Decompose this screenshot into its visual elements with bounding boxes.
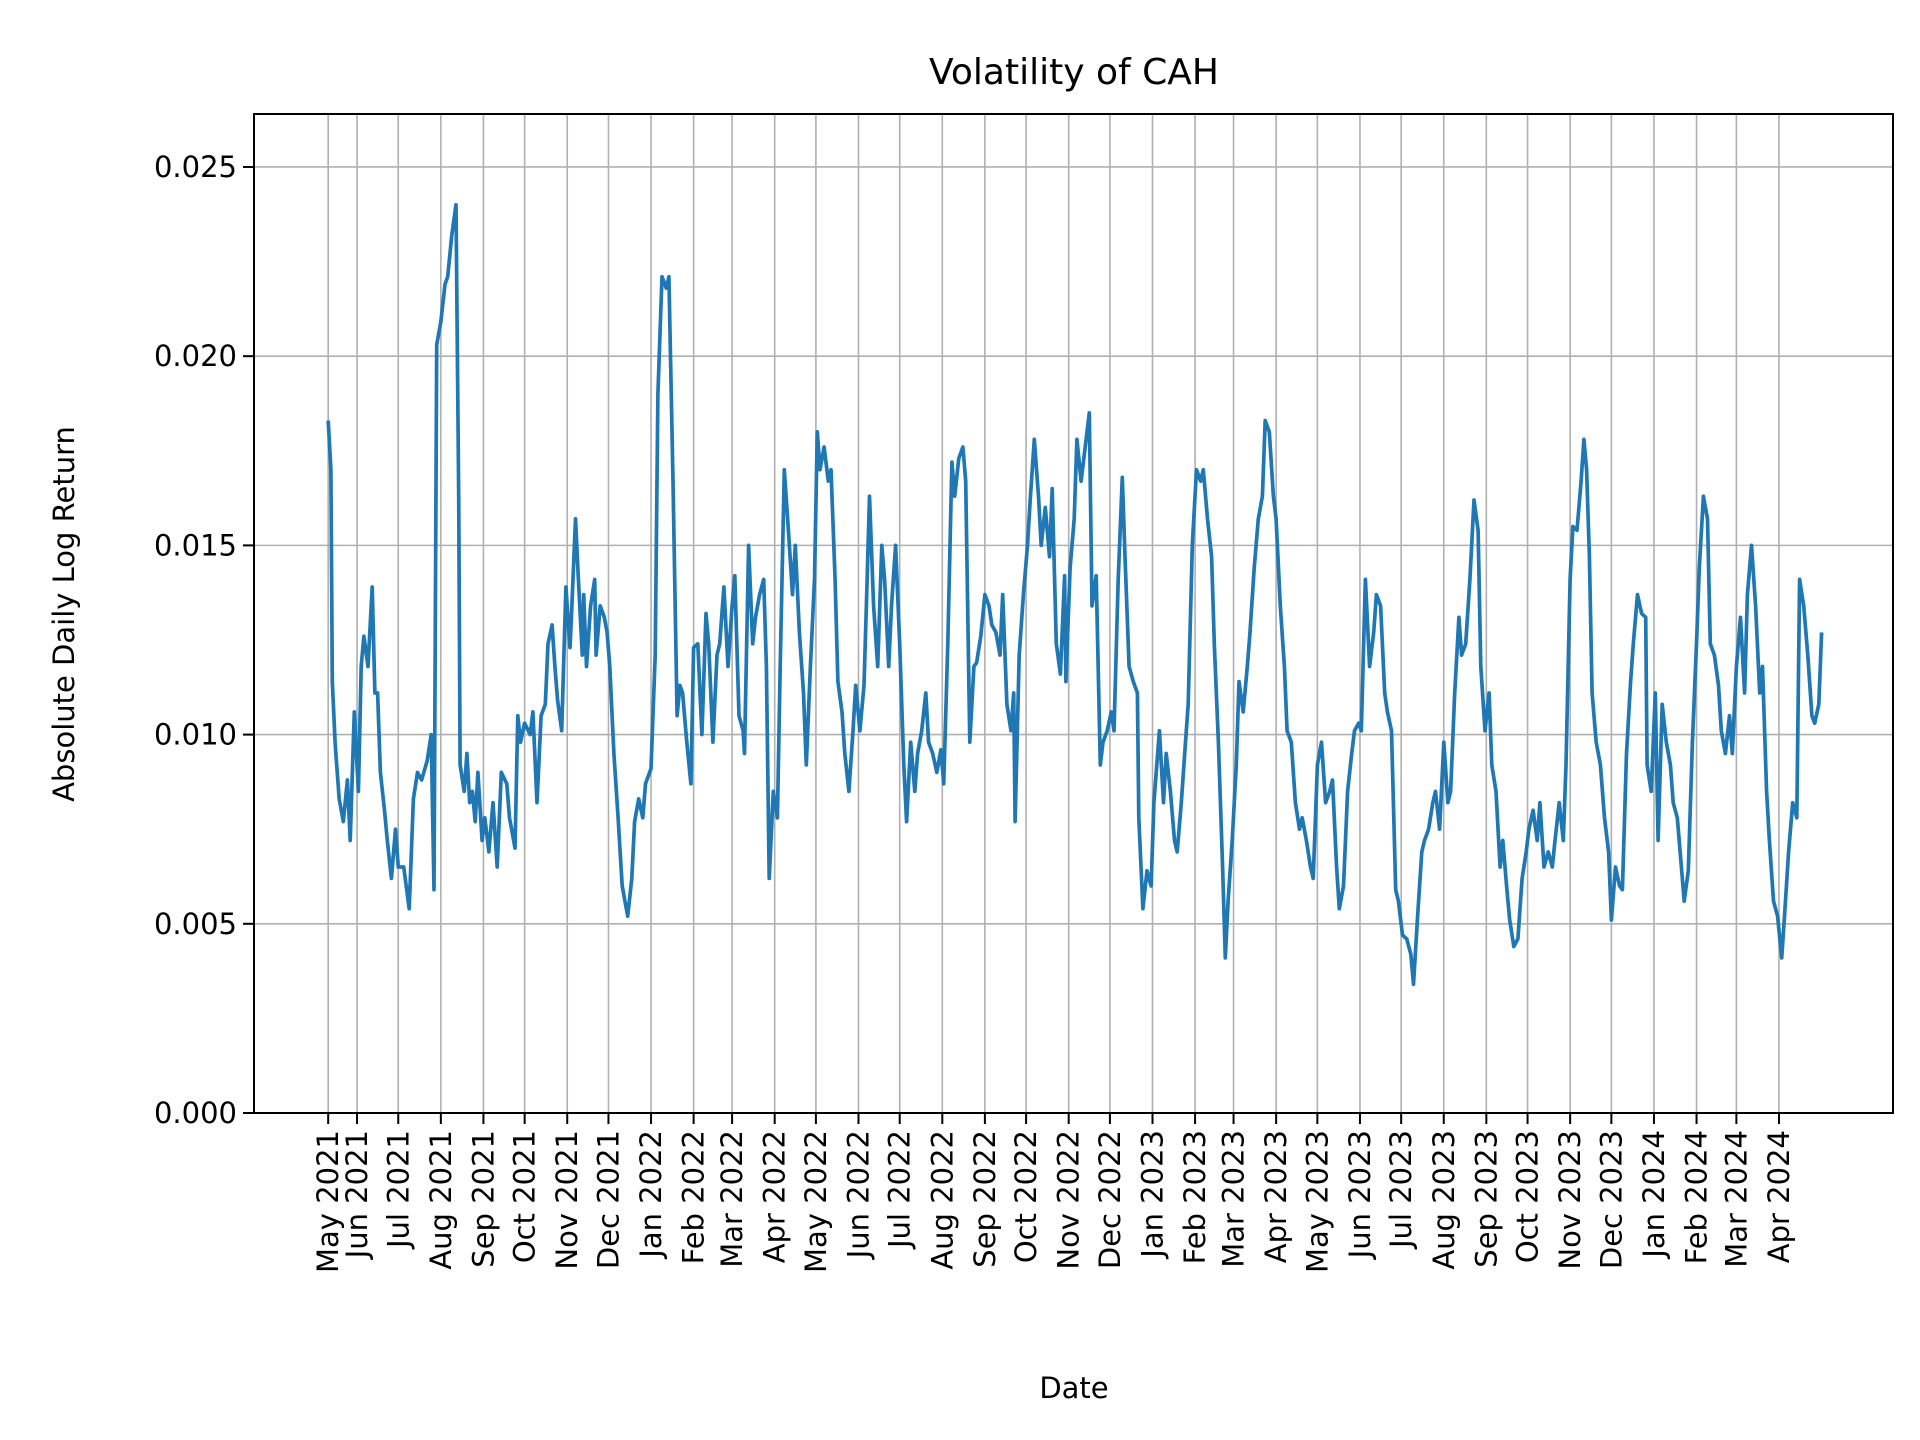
x-tick-label: Jun 2023 <box>1343 1130 1377 1260</box>
x-tick-label: Sep 2022 <box>968 1130 1002 1268</box>
x-tick-label: Jul 2021 <box>381 1130 415 1250</box>
x-tick-label: Jan 2023 <box>1135 1130 1169 1260</box>
x-tick-label: May 2022 <box>799 1130 833 1273</box>
x-tick-label: May 2023 <box>1300 1130 1334 1273</box>
x-tick-label: Nov 2023 <box>1553 1130 1587 1270</box>
x-tick-label: Sep 2021 <box>466 1130 500 1268</box>
x-tick-label: Feb 2023 <box>1178 1130 1212 1264</box>
x-tick-label: Oct 2021 <box>508 1130 542 1263</box>
chart-title: Volatility of CAH <box>929 52 1219 93</box>
x-tick-label: Apr 2022 <box>758 1130 792 1263</box>
x-tick-label: Oct 2022 <box>1009 1130 1043 1263</box>
x-tick-label: May 2021 <box>311 1130 345 1273</box>
x-tick-label: Jan 2022 <box>634 1130 668 1260</box>
y-tick-label: 0.005 <box>154 907 237 941</box>
x-tick-label: Nov 2021 <box>550 1130 584 1270</box>
x-tick-label: Dec 2023 <box>1594 1130 1628 1269</box>
x-tick-label: Feb 2022 <box>677 1130 711 1264</box>
x-tick-label: Jun 2022 <box>841 1130 875 1260</box>
x-tick-label: Dec 2021 <box>591 1130 625 1269</box>
x-tick-label: Aug 2023 <box>1427 1130 1461 1270</box>
x-tick-label: Jul 2023 <box>1384 1130 1418 1250</box>
y-tick-label: 0.010 <box>154 718 237 752</box>
volatility-line <box>326 202 1824 987</box>
y-tick-label: 0.020 <box>154 339 237 373</box>
x-tick-label: Apr 2024 <box>1762 1130 1796 1263</box>
x-tick-label: Oct 2023 <box>1511 1130 1545 1263</box>
y-axis-label: Absolute Daily Log Return <box>47 426 81 802</box>
x-tick-label: Mar 2024 <box>1719 1130 1753 1268</box>
x-tick-label: Apr 2023 <box>1259 1130 1293 1263</box>
x-tick-label: Feb 2024 <box>1680 1130 1714 1264</box>
x-tick-label: Jun 2021 <box>340 1130 374 1260</box>
series-layer <box>326 202 1824 987</box>
x-tick-label: Jul 2022 <box>883 1130 917 1250</box>
x-tick-label: Dec 2022 <box>1093 1130 1127 1269</box>
x-tick-label: Aug 2022 <box>925 1130 959 1270</box>
y-tick-label: 0.015 <box>154 528 237 562</box>
x-tick-label: Jan 2024 <box>1637 1130 1671 1260</box>
x-tick-label: Nov 2022 <box>1052 1130 1086 1270</box>
x-tick-label: Sep 2023 <box>1469 1130 1503 1268</box>
plot-frame <box>253 113 1894 1114</box>
x-axis-label: Date <box>1039 1371 1108 1405</box>
y-axis: 0.000 0.005 0.010 0.015 0.020 0.025 <box>154 150 254 1130</box>
y-tick-label: 0.000 <box>154 1096 237 1130</box>
x-tick-label: Mar 2022 <box>715 1130 749 1268</box>
y-tick-label: 0.025 <box>154 150 237 184</box>
x-tick-label: Mar 2023 <box>1217 1130 1251 1268</box>
x-tick-label: Aug 2021 <box>424 1130 458 1270</box>
